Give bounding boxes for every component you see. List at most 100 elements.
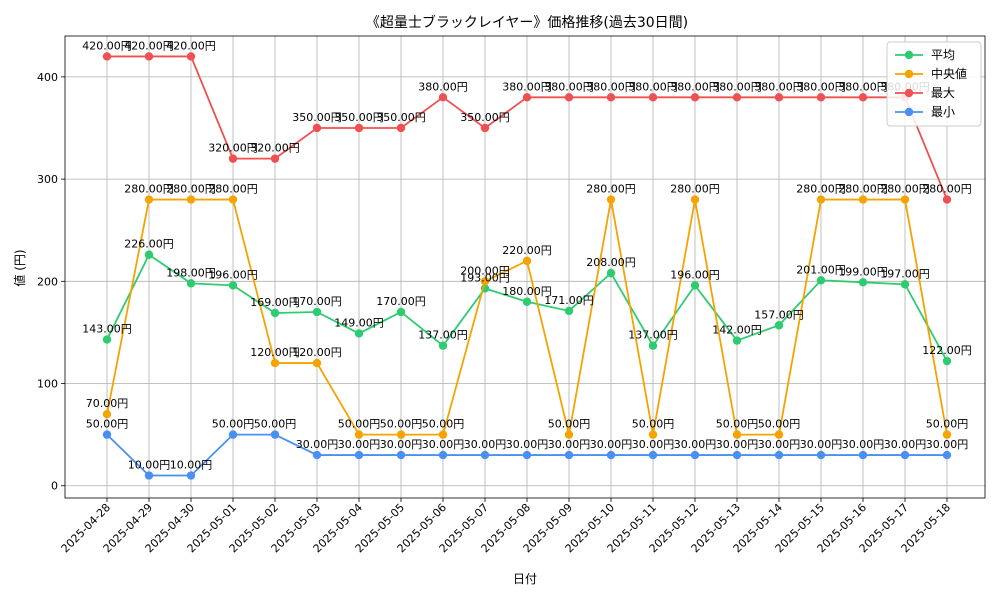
legend-label: 最小	[931, 105, 955, 119]
data-label: 280.00円	[838, 183, 888, 196]
data-label: 280.00円	[208, 183, 258, 196]
data-label: 320.00円	[250, 142, 300, 155]
data-label: 50.00円	[758, 418, 801, 431]
data-point	[270, 430, 280, 439]
data-label: 196.00円	[208, 268, 258, 281]
data-label: 420.00円	[166, 39, 216, 52]
plot-frame	[64, 35, 986, 499]
data-label: 280.00円	[586, 183, 636, 196]
data-label: 201.00円	[796, 263, 846, 276]
data-point	[816, 93, 826, 102]
data-point	[564, 430, 574, 439]
data-point	[102, 430, 112, 439]
data-point	[312, 450, 322, 460]
data-label: 50.00円	[338, 418, 381, 431]
data-point	[564, 306, 574, 316]
data-label: 208.00円	[586, 256, 636, 269]
data-label: 137.00円	[418, 329, 468, 342]
data-point	[186, 471, 196, 480]
data-point	[774, 430, 784, 439]
data-point	[396, 450, 406, 460]
data-label: 50.00円	[632, 418, 675, 431]
data-point	[438, 450, 448, 460]
data-label: 30.00円	[338, 438, 381, 451]
data-label: 220.00円	[502, 244, 552, 257]
data-point	[606, 268, 616, 278]
data-point	[900, 195, 910, 204]
data-point	[396, 307, 406, 317]
data-label: 280.00円	[922, 183, 972, 196]
data-point	[648, 341, 658, 350]
data-label: 169.00円	[250, 296, 300, 309]
data-point	[690, 93, 700, 102]
data-label: 350.00円	[460, 111, 510, 124]
data-label: 122.00円	[922, 344, 972, 357]
data-label: 197.00円	[880, 267, 930, 280]
data-point	[522, 93, 532, 102]
data-label: 280.00円	[796, 183, 846, 196]
data-label: 200.00円	[460, 264, 510, 277]
data-point	[732, 450, 742, 460]
data-point	[900, 280, 910, 289]
data-point	[480, 123, 490, 133]
data-label: 50.00円	[716, 418, 759, 431]
data-label: 199.00円	[838, 265, 888, 278]
data-point	[648, 450, 658, 460]
legend-swatch-marker	[904, 107, 914, 117]
y-tick-label: 0	[51, 480, 58, 493]
data-label: 142.00円	[712, 324, 762, 337]
data-label: 50.00円	[548, 418, 591, 431]
data-point	[480, 450, 490, 460]
data-label: 170.00円	[376, 295, 426, 308]
data-point	[816, 450, 826, 460]
data-label: 50.00円	[380, 418, 423, 431]
data-point	[942, 195, 952, 204]
data-label: 50.00円	[422, 418, 465, 431]
data-point	[564, 450, 574, 460]
legend-item: 平均	[895, 48, 955, 62]
data-label: 30.00円	[296, 438, 339, 451]
data-point	[648, 430, 658, 439]
data-point	[102, 335, 112, 344]
data-label: 226.00円	[124, 238, 174, 251]
data-point	[774, 321, 784, 330]
data-label: 350.00円	[334, 111, 384, 124]
data-label: 280.00円	[670, 183, 720, 196]
data-label: 30.00円	[758, 438, 801, 451]
data-point	[144, 52, 154, 61]
data-label: 70.00円	[86, 397, 129, 410]
data-label: 193.00円	[460, 271, 510, 284]
x-axis-ticks: 2025-04-282025-04-292025-04-302025-05-01…	[59, 498, 953, 555]
data-label: 30.00円	[800, 438, 843, 451]
data-point	[606, 93, 616, 102]
data-point	[858, 278, 868, 287]
data-label: 380.00円	[502, 80, 552, 93]
series-3	[102, 52, 952, 204]
data-point	[186, 52, 196, 61]
data-label: 380.00円	[418, 80, 468, 93]
data-label: 171.00円	[544, 294, 594, 307]
data-label: 30.00円	[842, 438, 885, 451]
data-point	[732, 336, 742, 345]
data-point	[690, 195, 700, 204]
data-point	[396, 430, 406, 439]
data-label: 280.00円	[124, 183, 174, 196]
data-label: 170.00円	[292, 295, 342, 308]
data-point	[228, 430, 238, 439]
legend-item: 最大	[895, 86, 955, 100]
data-point	[354, 430, 364, 439]
data-point	[102, 52, 112, 61]
data-point	[732, 430, 742, 439]
series-2	[102, 195, 952, 439]
data-label: 30.00円	[506, 438, 549, 451]
data-point	[522, 450, 532, 460]
data-label: 380.00円	[544, 80, 594, 93]
data-point	[354, 329, 364, 338]
data-point	[774, 450, 784, 460]
data-point	[228, 281, 238, 290]
data-label: 50.00円	[926, 418, 969, 431]
data-point	[816, 195, 826, 204]
legend-swatch-marker	[904, 50, 914, 60]
data-label: 143.00円	[82, 323, 132, 336]
